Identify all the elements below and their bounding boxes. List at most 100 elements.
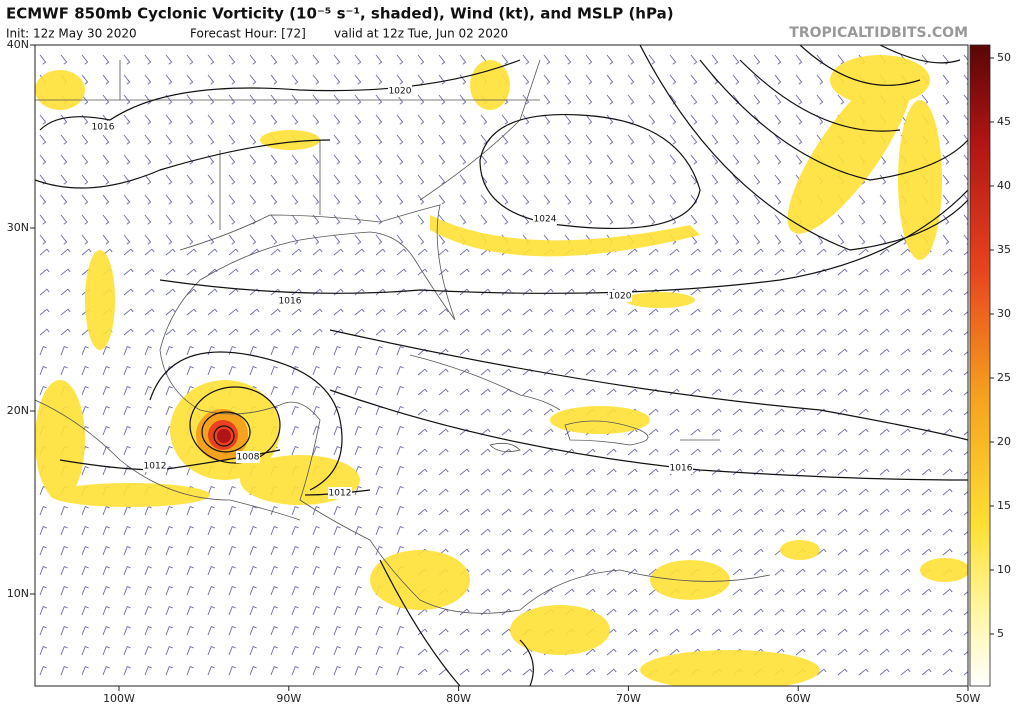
wind-barb	[921, 268, 932, 276]
wind-barb	[102, 74, 110, 85]
wind-barb	[144, 74, 152, 85]
wind-barb	[375, 94, 383, 105]
wind-barb	[963, 391, 968, 396]
wind-barb	[123, 606, 131, 616]
wind-barb	[858, 548, 869, 556]
wind-barb	[816, 234, 824, 245]
wind-barb	[942, 428, 953, 436]
wind-barb	[732, 628, 743, 636]
wind-barb	[606, 54, 614, 65]
wind-barb	[480, 568, 491, 576]
wind-barb	[711, 174, 719, 185]
wind-barb	[81, 666, 89, 676]
wind-barb	[144, 268, 155, 276]
wind-barb	[753, 154, 761, 165]
wind-barb	[354, 346, 362, 356]
wind-barb	[627, 74, 635, 85]
wind-barb	[81, 214, 89, 225]
wind-barb	[207, 626, 215, 636]
wind-barb	[270, 288, 281, 296]
wind-barb	[501, 194, 509, 205]
wind-barb	[270, 506, 278, 516]
wind-barb	[480, 648, 491, 656]
wind-barb	[942, 268, 953, 276]
wind-barb	[375, 486, 383, 496]
wind-barb	[81, 386, 89, 396]
wind-barb	[564, 154, 572, 165]
wind-barb	[564, 134, 572, 145]
wind-barb	[606, 114, 614, 125]
wind-barb	[102, 386, 110, 396]
wind-barb	[291, 174, 299, 185]
wind-barb	[375, 54, 383, 65]
wind-barb	[837, 408, 848, 416]
wind-barb	[60, 234, 68, 245]
colorbar-label: 5	[997, 627, 1004, 640]
wind-barb	[900, 488, 911, 496]
wind-barb	[333, 526, 341, 536]
colorbar-label: 20	[997, 435, 1011, 448]
wind-barb	[123, 346, 131, 356]
wind-barb	[543, 194, 551, 205]
wind-barb	[165, 248, 176, 256]
wind-barb	[186, 268, 197, 276]
wind-barb	[354, 114, 362, 125]
wind-barb	[501, 134, 509, 145]
wind-barb	[858, 214, 866, 225]
wind-barb	[942, 588, 953, 596]
wind-barb	[879, 408, 890, 416]
wind-barb	[942, 608, 953, 616]
wind-barb	[543, 408, 554, 416]
wind-barb	[501, 508, 512, 516]
wind-barb	[438, 194, 446, 205]
wind-barb	[81, 248, 92, 256]
wind-barb	[249, 566, 257, 576]
wind-barb	[312, 666, 320, 676]
wind-barb	[522, 528, 533, 536]
wind-barb	[522, 194, 530, 205]
wind-barb	[942, 388, 953, 396]
wind-barb	[690, 154, 698, 165]
wind-barb	[144, 134, 152, 145]
wind-barb	[165, 386, 173, 396]
wind-barb	[501, 214, 509, 225]
wind-barb	[270, 268, 281, 276]
wind-barb	[375, 234, 383, 245]
wind-barb	[690, 528, 701, 536]
wind-barb	[81, 646, 89, 656]
wind-barb	[732, 508, 743, 516]
wind-barb	[795, 368, 806, 376]
wind-barb	[312, 406, 320, 416]
wind-barb	[291, 546, 299, 556]
wind-barb	[690, 508, 701, 516]
wind-barb	[312, 606, 320, 616]
wind-barb	[480, 528, 491, 536]
wind-barb	[312, 248, 323, 256]
wind-barb	[942, 488, 953, 496]
wind-barb	[501, 668, 512, 676]
title: ECMWF 850mb Cyclonic Vorticity (10⁻⁵ s⁻¹…	[6, 5, 674, 23]
wind-barb	[522, 94, 530, 105]
wind-barb	[900, 428, 911, 436]
wind-barb	[543, 134, 551, 145]
wind-barb	[564, 488, 575, 496]
wind-barb	[417, 468, 428, 476]
wind-barb	[417, 308, 428, 316]
wind-barb	[291, 506, 299, 516]
wind-barb	[858, 408, 869, 416]
wind-barb	[879, 388, 890, 396]
wind-barb	[102, 134, 110, 145]
wind-barb	[207, 646, 215, 656]
wind-barb	[165, 328, 176, 336]
wind-barb	[417, 174, 425, 185]
wind-barb	[627, 174, 635, 185]
wind-barb	[564, 528, 575, 536]
wind-barb	[522, 308, 533, 316]
wind-barb	[585, 154, 593, 165]
wind-barb	[480, 408, 491, 416]
wind-barb	[81, 346, 89, 356]
wind-barb	[753, 54, 761, 65]
wind-barb	[375, 426, 383, 436]
wind-barb	[501, 174, 509, 185]
